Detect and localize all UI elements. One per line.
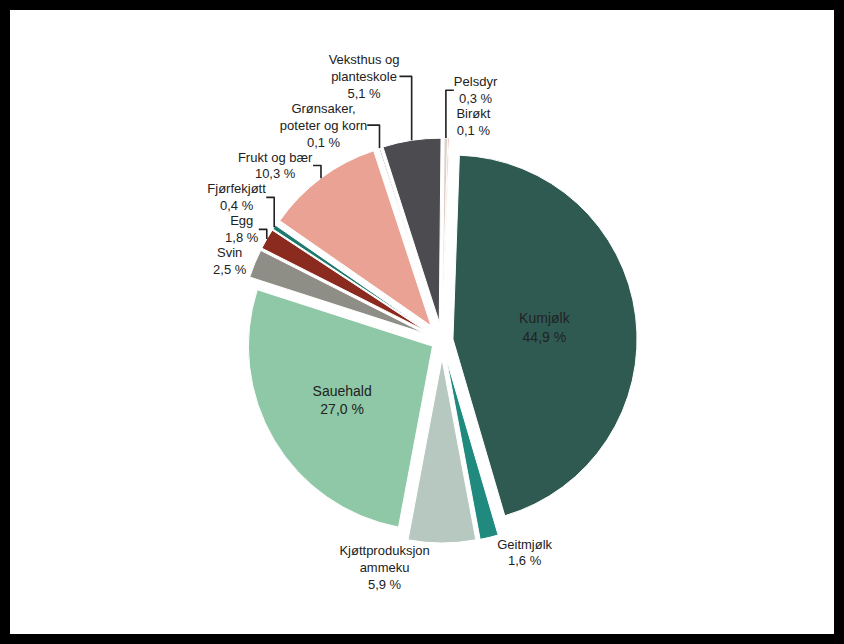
svg-text:Kjøttproduksjonammeku5,9 %: Kjøttproduksjonammeku5,9 % — [339, 543, 429, 592]
svg-text:Kumjølk44,9 %: Kumjølk44,9 % — [519, 310, 571, 344]
svg-text:Egg1,8 %: Egg1,8 % — [225, 213, 259, 245]
svg-text:Geitmjølk1,6 %: Geitmjølk1,6 % — [497, 537, 552, 569]
svg-text:Grønsaker,poteter og korn0,1 %: Grønsaker,poteter og korn0,1 % — [280, 101, 367, 150]
svg-text:Frukt og bær10,3 %: Frukt og bær10,3 % — [238, 150, 313, 182]
svg-text:Birøkt0,1 %: Birøkt0,1 % — [456, 106, 490, 138]
svg-text:Svin2,5 %: Svin2,5 % — [213, 245, 247, 277]
svg-text:Sauehald27,0 %: Sauehald27,0 % — [313, 383, 372, 417]
svg-text:Fjørfekjøtt0,4 %: Fjørfekjøtt0,4 % — [207, 181, 266, 213]
svg-text:Veksthus ogplanteskole5,1 %: Veksthus ogplanteskole5,1 % — [329, 52, 400, 101]
svg-text:Pelsdyr0,3 %: Pelsdyr0,3 % — [454, 74, 498, 106]
